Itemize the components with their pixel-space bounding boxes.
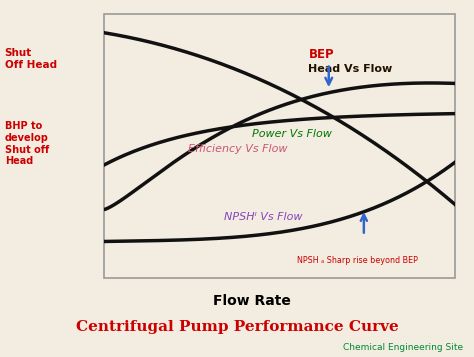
Text: Efficiency Vs Flow: Efficiency Vs Flow xyxy=(189,144,288,154)
Text: Shut
Off Head: Shut Off Head xyxy=(5,48,57,70)
Text: BEP: BEP xyxy=(309,48,335,61)
Text: NPSH ₐ Sharp rise beyond BEP: NPSH ₐ Sharp rise beyond BEP xyxy=(297,256,418,265)
Text: Centrifugal Pump Performance Curve: Centrifugal Pump Performance Curve xyxy=(76,320,398,334)
Text: Flow Rate: Flow Rate xyxy=(213,294,291,308)
Text: Chemical Engineering Site: Chemical Engineering Site xyxy=(343,343,463,352)
Text: NPSHᴵ Vs Flow: NPSHᴵ Vs Flow xyxy=(224,212,302,222)
Text: Power Vs Flow: Power Vs Flow xyxy=(252,129,331,139)
Text: Head Vs Flow: Head Vs Flow xyxy=(308,64,392,74)
Text: BHP to
develop
Shut off
Head: BHP to develop Shut off Head xyxy=(5,121,49,166)
